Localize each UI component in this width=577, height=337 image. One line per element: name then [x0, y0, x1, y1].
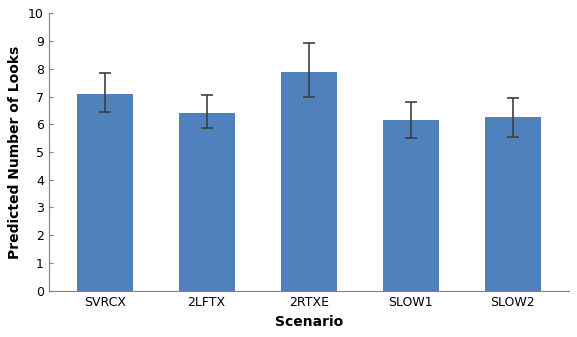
Bar [485, 118, 541, 290]
Y-axis label: Predicted Number of Looks: Predicted Number of Looks [8, 45, 23, 258]
Bar [179, 113, 235, 290]
Bar [77, 94, 133, 290]
X-axis label: Scenario: Scenario [275, 315, 343, 329]
Bar [383, 120, 439, 290]
Bar [280, 72, 337, 290]
